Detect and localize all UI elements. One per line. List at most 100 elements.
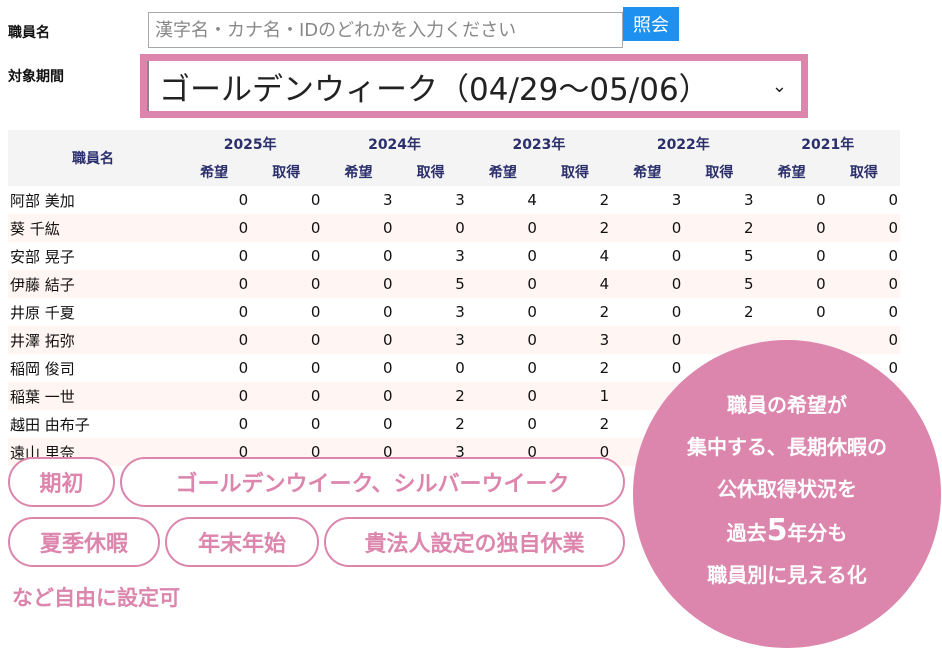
count-cell: 0 [888,275,898,293]
table-row: 井原 千夏 0 0 0 3 0 2 0 2 0 0 [8,298,900,326]
count-cell: 3 [455,191,465,209]
count-cell: 1 [599,387,610,405]
count-cell: 2 [599,415,610,433]
count-cell: 0 [599,443,610,461]
count-cell: 0 [238,359,249,377]
count-cell: 0 [310,359,321,377]
staff-name[interactable]: 越田 由布子 [10,415,90,434]
table-row: 安部 晃子 0 0 0 3 0 4 0 5 0 0 [8,242,900,270]
count-cell: 0 [383,359,393,377]
count-cell: 0 [238,331,249,349]
count-cell: 0 [238,247,249,265]
year-header: 2022年 [656,137,710,153]
count-cell: 0 [310,303,321,321]
table-row: 葵 千紘 0 0 0 0 0 2 0 2 0 0 [8,214,900,242]
table-row: 伊藤 結子 0 0 0 5 0 4 0 5 0 0 [8,270,900,298]
count-cell: 3 [455,247,465,265]
count-cell: 0 [671,247,682,265]
count-cell: 0 [527,219,537,237]
acquired-header: 取得 [561,165,590,181]
count-cell: 2 [743,303,754,321]
count-cell: 2 [743,219,754,237]
requested-header: 希望 [488,165,517,181]
count-cell: 0 [888,219,898,237]
count-cell: 0 [888,359,898,377]
chevron-down-icon: ⌄ [771,75,787,97]
callout-line: 職員別に見える化 [707,563,867,587]
count-cell: 2 [455,387,465,405]
acquired-header: 取得 [272,165,301,181]
staff-name[interactable]: 井澤 拓弥 [10,331,75,350]
pill-custom-holiday: 貴法人設定の独自休業 [324,517,625,567]
staff-name-label: 職員名 [8,25,50,41]
staff-name[interactable]: 安部 晃子 [10,247,75,266]
count-cell: 0 [383,331,393,349]
count-cell: 0 [383,303,393,321]
count-cell: 0 [383,219,393,237]
count-cell: 0 [238,303,249,321]
count-cell: 0 [671,359,682,377]
search-button[interactable]: 照会 [623,7,679,41]
pill-summer-vacation: 夏季休暇 [8,517,160,567]
table-row: 阿部 美加 0 0 3 3 4 2 3 3 0 0 [8,186,900,214]
count-cell: 0 [671,331,682,349]
period-highlight: ゴールデンウィーク（04/29～05/06） ⌄ [140,54,808,118]
staff-name[interactable]: 稲岡 俊司 [10,359,75,378]
note-text: など自由に設定可 [12,586,180,610]
count-cell: 0 [671,275,682,293]
staff-name[interactable]: 稲葉 一世 [10,387,75,406]
count-cell: 0 [888,191,898,209]
callout-line: 職員の希望が [727,393,847,417]
count-cell: 3 [383,191,393,209]
pill-year-end: 年末年始 [165,517,319,567]
callout-line: 公休取得状況を [717,477,857,501]
callout-line: 集中する、長期休暇の [687,435,887,459]
count-cell: 0 [527,275,537,293]
staff-name[interactable]: 伊藤 結子 [10,275,75,294]
count-cell: 0 [816,247,826,265]
count-cell: 3 [599,331,610,349]
count-cell: 0 [383,275,393,293]
period-select[interactable]: ゴールデンウィーク（04/29～05/06） ⌄ [147,61,801,111]
callout-line: 過去5年分も [726,513,848,548]
callout-circle: 職員の希望が 集中する、長期休暇の 公休取得状況を 過去5年分も 職員別に見える… [633,340,941,648]
acquired-header: 取得 [705,165,734,181]
count-cell: 0 [238,387,249,405]
count-cell: 0 [310,219,321,237]
count-cell: 5 [743,247,754,265]
count-cell: 0 [888,331,898,349]
year-header: 2025年 [223,137,277,153]
staff-search-input[interactable] [148,12,623,48]
count-cell: 0 [310,247,321,265]
count-cell: 0 [310,191,321,209]
count-cell: 2 [599,219,610,237]
count-cell: 0 [310,331,321,349]
count-cell: 0 [238,415,249,433]
count-cell: 0 [238,219,249,237]
count-cell: 0 [238,443,249,461]
count-cell: 3 [455,303,465,321]
count-cell: 2 [599,303,610,321]
count-cell: 0 [383,247,393,265]
count-cell: 5 [743,275,754,293]
count-cell: 0 [816,275,826,293]
count-cell: 0 [238,191,249,209]
staff-name[interactable]: 井原 千夏 [10,303,75,322]
count-cell: 3 [455,331,465,349]
count-cell: 0 [383,443,393,461]
count-cell: 0 [383,415,393,433]
count-cell: 0 [310,387,321,405]
table-row: 越田 由布子 0 0 0 2 0 2 [8,410,900,438]
count-cell: 4 [599,275,610,293]
period-selected-value: ゴールデンウィーク（04/29～05/06） [159,71,710,108]
requested-header: 希望 [633,165,662,181]
count-cell: 0 [888,303,898,321]
staff-name[interactable]: 葵 千紘 [10,219,60,238]
year-header: 2024年 [368,137,422,153]
count-cell: 0 [310,415,321,433]
staff-name[interactable]: 阿部 美加 [10,191,75,210]
count-cell: 0 [527,331,537,349]
count-cell: 2 [599,359,610,377]
acquired-header: 取得 [849,165,878,181]
requested-header: 希望 [344,165,373,181]
